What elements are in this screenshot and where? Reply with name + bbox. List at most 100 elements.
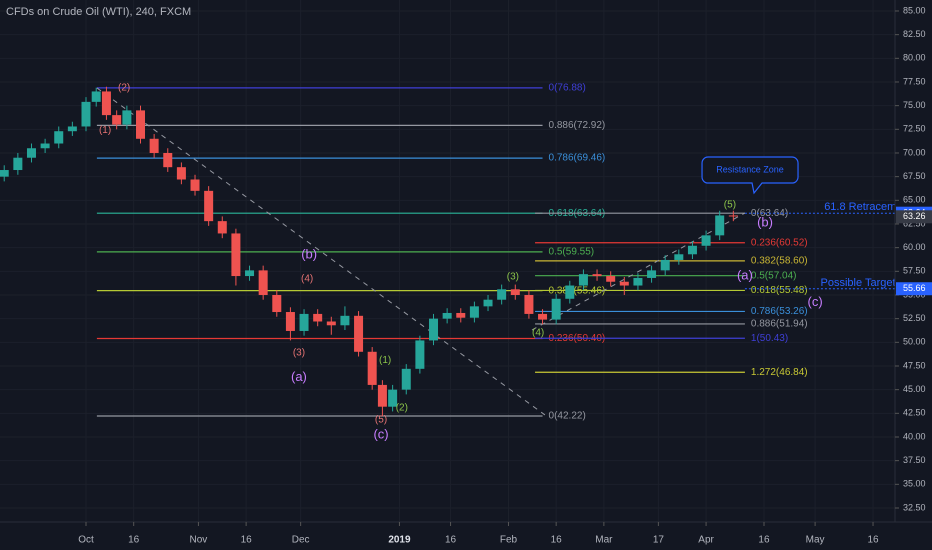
candle-body — [524, 294, 534, 314]
wave-label: (2) — [118, 82, 130, 93]
y-tick-label: 82.50 — [903, 29, 926, 39]
fib-label: 0.5(57.04) — [751, 270, 797, 281]
candle-body — [388, 389, 398, 407]
x-tick-label: 16 — [128, 535, 140, 546]
candle-body — [40, 143, 50, 149]
candle-body — [13, 157, 23, 171]
x-tick-label: 2019 — [388, 535, 411, 546]
candle-body — [633, 277, 643, 286]
y-tick-label: 35.00 — [903, 479, 926, 489]
candle-body — [26, 148, 36, 158]
candle-body — [91, 91, 101, 102]
fib-label: 0.786(69.46) — [549, 153, 606, 164]
candle-body — [538, 313, 548, 320]
annotation: Possible Target — [821, 277, 896, 289]
candle-body — [647, 270, 657, 278]
x-tick-label: 16 — [867, 535, 879, 546]
wave-label: (b) — [757, 214, 773, 229]
y-tick-label: 60.00 — [903, 242, 926, 252]
x-tick-label: May — [806, 535, 825, 546]
wave-label: (5) — [724, 200, 736, 211]
candle-body — [54, 131, 64, 144]
candle-body — [245, 270, 255, 277]
candle-body — [469, 306, 479, 318]
x-tick-label: 17 — [653, 535, 665, 546]
y-tick-label: 50.00 — [903, 337, 926, 347]
candle-body — [217, 221, 227, 234]
callout-text: Resistance Zone — [716, 164, 784, 174]
x-tick-label: Feb — [500, 535, 518, 546]
candle-body — [149, 138, 159, 153]
y-tick-label: 85.00 — [903, 5, 926, 15]
y-tick-label: 62.50 — [903, 218, 926, 228]
candle-body — [136, 110, 146, 139]
candle-body — [606, 276, 616, 282]
fib-label: 1(50.43) — [751, 333, 788, 344]
fib-label: 0(76.88) — [549, 82, 586, 93]
price-badge — [896, 210, 932, 224]
fib-label: 0.236(60.52) — [751, 237, 808, 248]
candle-body — [163, 152, 173, 168]
candle-body — [442, 312, 452, 319]
wave-label: (3) — [293, 347, 305, 358]
x-tick-label: Oct — [78, 535, 94, 546]
candle-body — [176, 167, 186, 180]
candle-body — [429, 318, 439, 341]
trend-line — [531, 212, 746, 331]
plot-area: 0(76.88)0.886(72.92)0.786(69.46)0.618(63… — [0, 82, 911, 442]
candle-body — [497, 289, 507, 300]
y-tick-label: 32.50 — [903, 502, 926, 512]
y-tick-label: 77.50 — [903, 76, 926, 86]
candle-body — [674, 254, 684, 260]
wave-label: (3) — [507, 272, 519, 283]
y-tick-label: 72.50 — [903, 124, 926, 134]
candle-body — [258, 270, 268, 295]
x-tick-label: 16 — [551, 535, 563, 546]
wave-label: (4) — [301, 274, 313, 285]
candle-body — [190, 179, 200, 191]
annotation: 61.8 Retracement — [824, 201, 911, 213]
candle-body — [660, 259, 670, 271]
fib-label: 0.382(58.60) — [751, 256, 808, 267]
y-tick-label: 65.00 — [903, 195, 926, 205]
candle-body — [456, 312, 466, 318]
x-tick-label: Nov — [190, 535, 208, 546]
wave-label: (1) — [379, 355, 391, 366]
wave-label: (b) — [301, 247, 317, 262]
candle-body — [701, 235, 711, 246]
candle-body — [204, 190, 214, 222]
candle-body — [326, 321, 336, 326]
price-badge-label: 55.66 — [903, 283, 926, 293]
candle-body — [101, 91, 111, 116]
x-tick-label: 16 — [445, 535, 457, 546]
candle-body — [377, 384, 387, 407]
candle-body — [551, 298, 561, 320]
wave-label: (c) — [808, 294, 823, 309]
candle-body — [367, 351, 377, 385]
wave-label: (a) — [737, 267, 753, 282]
candle-body — [728, 215, 738, 217]
wave-label: (2) — [396, 402, 408, 413]
y-tick-label: 52.50 — [903, 313, 926, 323]
y-tick-label: 47.50 — [903, 360, 926, 370]
candle-body — [415, 340, 425, 369]
candle-body — [231, 233, 241, 277]
candle-body — [483, 299, 493, 307]
candle-body — [578, 274, 588, 286]
candle-body — [122, 110, 132, 125]
candle-body — [619, 281, 629, 286]
candle-body — [592, 274, 602, 277]
fib-label: 0.786(53.26) — [751, 306, 808, 317]
fib-label: 0.886(72.92) — [549, 120, 606, 131]
candle-body — [0, 170, 9, 177]
fib-label: 1.272(46.84) — [751, 367, 808, 378]
fib-label: 0(42.22) — [549, 411, 586, 422]
wave-label: (5) — [375, 415, 387, 426]
trend-line — [96, 87, 546, 416]
y-tick-label: 42.50 — [903, 408, 926, 418]
candle-body — [354, 315, 364, 352]
candle-body — [565, 285, 575, 299]
fib-label: 0.5(59.55) — [549, 247, 595, 258]
